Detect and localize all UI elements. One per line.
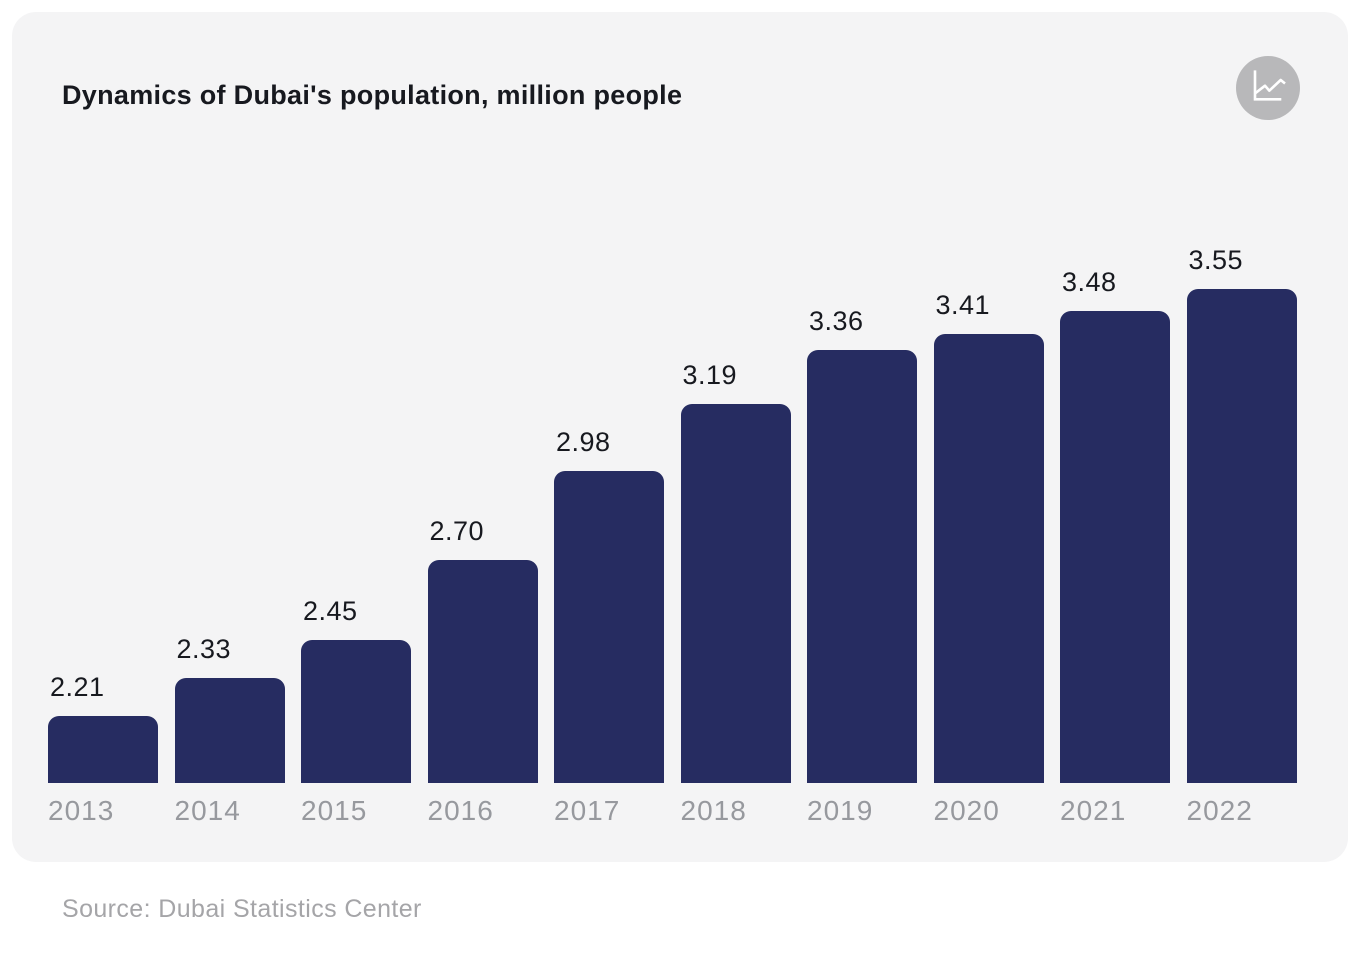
bar-column: 2.45 2015 xyxy=(301,598,411,827)
bar-value-label: 2.45 xyxy=(303,596,358,626)
bar-column: 2.70 2016 xyxy=(427,516,538,827)
line-chart-glyph xyxy=(1253,70,1286,101)
bar xyxy=(1060,311,1170,783)
bar xyxy=(554,471,664,783)
bar-value-label: 3.19 xyxy=(682,360,738,390)
bar-value-label: 3.55 xyxy=(1188,245,1244,275)
line-chart-icon xyxy=(1236,56,1300,120)
bar xyxy=(48,716,158,783)
bar-column: 3.41 2020 xyxy=(933,290,1044,827)
x-axis-label: 2021 xyxy=(1060,795,1127,826)
x-axis-label: 2018 xyxy=(680,795,747,826)
bar-column: 3.36 2019 xyxy=(807,308,917,827)
x-axis-label: 2022 xyxy=(1186,795,1253,826)
bar-chart: 2.21 2013 2.33 2014 2.45 2015 2.70 2016 2.98 2017… xyxy=(48,247,1297,827)
x-axis-label: 2020 xyxy=(933,795,1000,826)
x-axis-label: 2016 xyxy=(427,795,494,826)
x-axis-label: 2013 xyxy=(48,795,115,826)
bar-column: 3.55 2022 xyxy=(1186,245,1297,827)
bar-column: 3.19 2018 xyxy=(680,360,791,827)
chart-title: Dynamics of Dubai's population, million … xyxy=(62,80,683,110)
bar-value-label: 3.36 xyxy=(809,306,864,336)
bar xyxy=(427,560,538,783)
bar-value-label: 3.48 xyxy=(1062,267,1117,297)
bar-value-label: 2.33 xyxy=(176,634,232,664)
bar-value-label: 2.98 xyxy=(556,427,611,457)
bar-value-label: 2.21 xyxy=(50,672,105,702)
x-axis-label: 2014 xyxy=(174,795,241,826)
source-caption: Source: Dubai Statistics Center xyxy=(62,895,422,923)
x-axis-label: 2015 xyxy=(301,795,368,826)
bar-column: 2.98 2017 xyxy=(554,429,664,827)
bar-column: 2.21 2013 xyxy=(48,674,158,827)
chart-card: Dynamics of Dubai's population, million … xyxy=(12,12,1348,862)
x-axis-label: 2017 xyxy=(554,795,621,826)
bar-value-label: 2.70 xyxy=(429,516,485,546)
bar xyxy=(933,334,1044,783)
bar xyxy=(807,350,917,783)
x-axis-label: 2019 xyxy=(807,795,874,826)
bar-column: 2.33 2014 xyxy=(174,634,285,827)
bar-value-label: 3.41 xyxy=(935,290,991,320)
bar xyxy=(680,404,791,783)
bar xyxy=(174,678,285,783)
bar-column: 3.48 2021 xyxy=(1060,269,1170,827)
bar xyxy=(1186,289,1297,783)
bar xyxy=(301,640,411,783)
